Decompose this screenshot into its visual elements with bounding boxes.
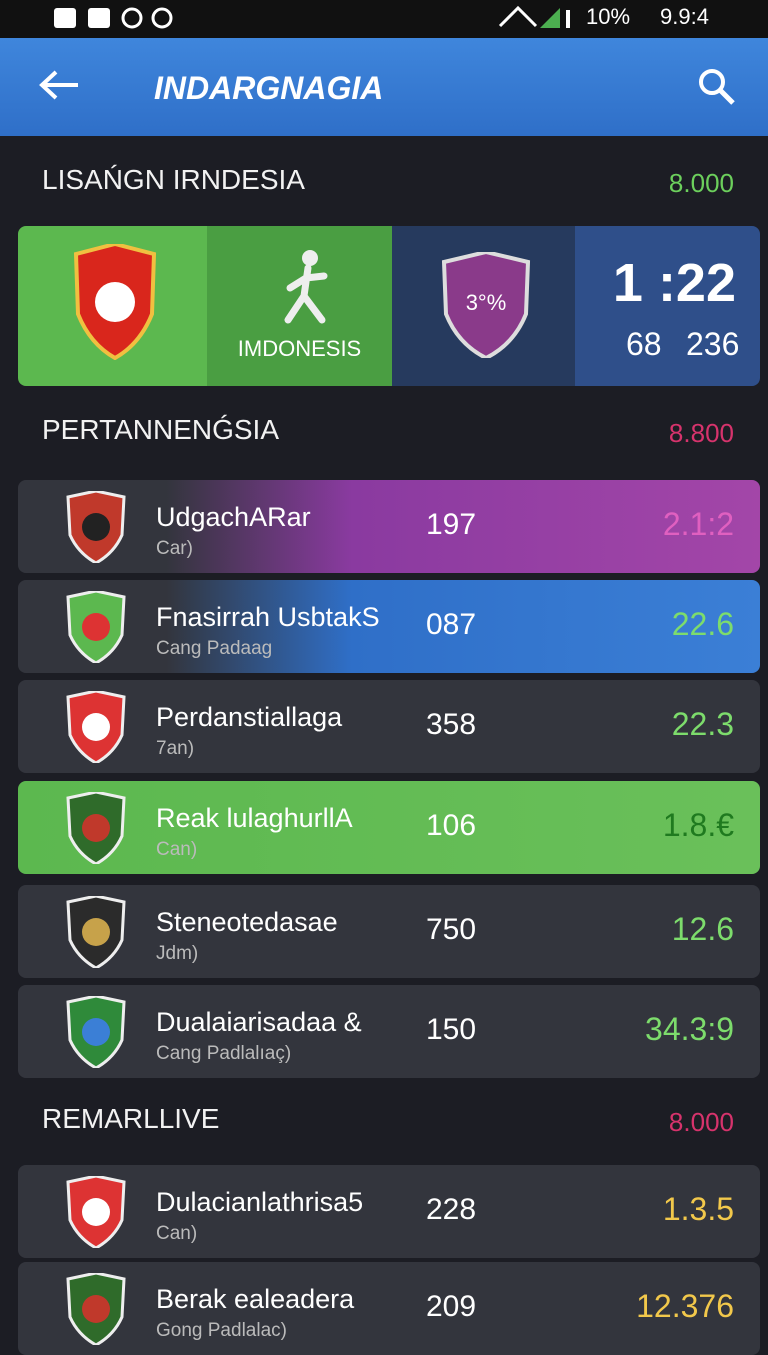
match-number: 209	[426, 1290, 477, 1323]
score-stat: 236	[686, 326, 740, 362]
featured-match[interactable]: IMDONESIS 3°% 1 :22 68 236	[18, 226, 760, 386]
match-number: 358	[426, 708, 477, 741]
section-value: 8.000	[668, 1107, 734, 1137]
match-row[interactable]: Fnasirrah UsbtakS Cang Padaag 087 22.6	[18, 580, 760, 673]
section-title: PERTANNENǴSIA	[42, 414, 280, 445]
team-logo	[64, 994, 128, 1070]
match-number: 750	[426, 913, 477, 946]
team-name: Berak ealeadera	[156, 1284, 355, 1314]
match-row[interactable]: Dulacianlathrisa5 Can) 228 1.3.5	[18, 1165, 760, 1258]
odds: 34.3:9	[645, 1011, 734, 1047]
team-label: IMDONESIS	[237, 336, 362, 361]
odds: 2.1:2	[662, 506, 734, 542]
team-logo	[64, 489, 128, 565]
team-logo	[64, 894, 128, 970]
team-sub: Can)	[156, 1223, 198, 1244]
match-row[interactable]: UdgachARar Car) 197 2.1:2	[18, 480, 760, 573]
clock: 9.9:4	[660, 4, 709, 29]
team-logo	[64, 589, 128, 665]
team-logo	[64, 689, 128, 765]
team-name: Steneotedasae	[156, 907, 338, 937]
app-bar: INDARGNAGIA	[0, 38, 768, 136]
signal-icons	[498, 5, 570, 28]
match-number: 106	[426, 809, 477, 842]
team-sub: Cang Padaag	[156, 638, 273, 659]
team-logo	[64, 1174, 128, 1250]
team-sub: Jdm)	[156, 943, 199, 964]
match-number: 087	[426, 608, 477, 641]
back-button[interactable]	[38, 68, 82, 102]
section-value: 8.800	[668, 418, 734, 448]
team-logo	[64, 790, 128, 866]
team-name: Perdanstiallaga	[156, 702, 343, 732]
team-sub: Can)	[156, 839, 198, 860]
match-row[interactable]: Reak lulaghurllA Can) 106 1.8.€	[18, 781, 760, 874]
score: 1 :22	[612, 253, 736, 313]
team-name: Reak lulaghurllA	[156, 803, 353, 833]
odds: 1.8.€	[662, 807, 734, 843]
team-sub: Car)	[156, 538, 193, 559]
player-icon	[278, 248, 338, 328]
score-stat: 68	[626, 326, 662, 362]
section-value: 8.000	[668, 168, 734, 198]
search-button[interactable]	[696, 66, 736, 106]
odds: 12.6	[671, 911, 734, 947]
odds: 12.376	[636, 1288, 734, 1324]
match-row[interactable]: Steneotedasae Jdm) 750 12.6	[18, 885, 760, 978]
match-row[interactable]: Perdanstiallaga 7an) 358 22.3	[18, 680, 760, 773]
team-logo: 3°%	[440, 249, 532, 361]
team-logo	[70, 241, 160, 361]
team-sub: Gong Padlalac)	[156, 1320, 287, 1341]
battery-text: 10%	[586, 4, 631, 29]
odds: 1.3.5	[662, 1191, 734, 1227]
match-row[interactable]: Dualaiarisadaa & Cang Padlalıaç) 150 34.3:9	[18, 985, 760, 1078]
team-sub: Cang Padlalıaç)	[156, 1043, 292, 1064]
app-title: INDARGNAGIA	[154, 70, 384, 106]
match-number: 197	[426, 508, 477, 541]
team-name: Fnasirrah UsbtakS	[156, 602, 380, 632]
team-name: UdgachARar	[156, 502, 311, 532]
odds: 22.3	[671, 706, 734, 742]
status-bar: 10% 9.9:4	[0, 0, 768, 38]
team-logo	[64, 1271, 128, 1347]
badge-text: 3°%	[465, 290, 507, 315]
odds: 22.6	[671, 606, 734, 642]
match-number: 150	[426, 1013, 477, 1046]
team-name: Dualaiarisadaa &	[156, 1007, 362, 1037]
team-name: Dulacianlathrisa5	[156, 1187, 364, 1217]
section-title: REMARLLIVE	[42, 1103, 220, 1134]
match-row[interactable]: Berak ealeadera Gong Padlalac) 209 12.376	[18, 1262, 760, 1355]
match-number: 228	[426, 1193, 477, 1226]
team-sub: 7an)	[156, 738, 195, 759]
section-title: LISAŃGN IRNDESIA	[42, 164, 305, 195]
status-icons	[54, 7, 173, 29]
panel	[575, 226, 760, 386]
